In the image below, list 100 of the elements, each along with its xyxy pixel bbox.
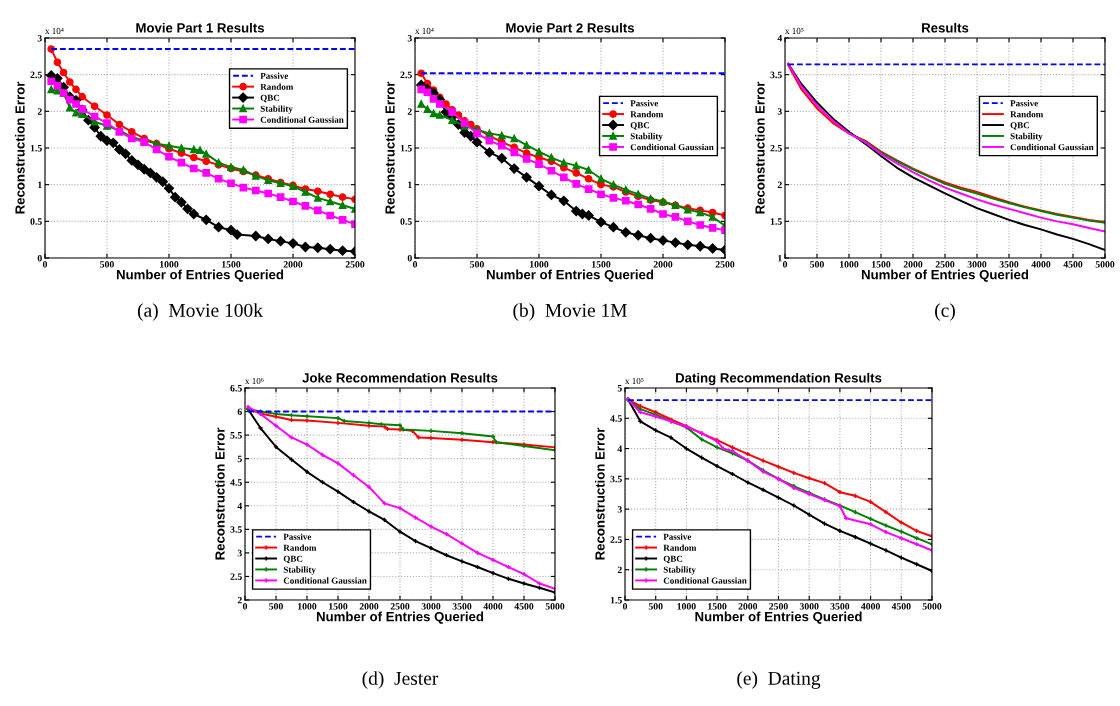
x-axis-title: Number of Entries Queried bbox=[116, 269, 284, 282]
x-tick-label: 3000 bbox=[799, 603, 819, 610]
y-tick-label: 1.5 bbox=[400, 144, 412, 152]
y-tick-label: 4.5 bbox=[230, 479, 242, 486]
x-tick-label: 3000 bbox=[967, 261, 987, 268]
x-tick-label: 500 bbox=[810, 261, 824, 268]
legend-label: Passive bbox=[283, 533, 312, 540]
x-tick-label: 4500 bbox=[514, 603, 534, 610]
x-tick-label: 0 bbox=[42, 261, 48, 268]
y-tick-label: 4 bbox=[237, 502, 243, 510]
y-tick-label: 6.5 bbox=[230, 384, 242, 392]
x-tick-label: 0 bbox=[622, 603, 628, 610]
x-tick-label: 5000 bbox=[1095, 261, 1115, 268]
legend-label: Conditional Gaussian bbox=[283, 577, 367, 584]
x-tick-label: 4500 bbox=[1063, 261, 1083, 268]
y-tick-label: 5 bbox=[617, 385, 622, 392]
legend-label: Conditional Gaussian bbox=[260, 116, 344, 123]
text: (e) Dating bbox=[737, 671, 821, 689]
x-axis-title: Number of Entries Queried bbox=[861, 269, 1029, 282]
legend-label: Random bbox=[260, 83, 294, 90]
legend-label: QBC bbox=[283, 555, 303, 564]
legend-label: Stability bbox=[630, 132, 663, 142]
y-tick-label: 4 bbox=[777, 34, 783, 42]
legend-label: Random bbox=[1010, 110, 1044, 118]
y-tick-label: 3 bbox=[407, 34, 412, 42]
y-axis-title: Reconstruction Error bbox=[594, 427, 605, 560]
y-tick-label: 1.5 bbox=[30, 144, 42, 152]
y-tick-label: 4 bbox=[617, 445, 623, 452]
y-tick-label: 2 bbox=[407, 108, 412, 115]
chart-title: Dating Recommendation Results bbox=[676, 372, 882, 386]
y-tick-label: 3 bbox=[617, 506, 622, 513]
text: x 10⁶ bbox=[245, 377, 264, 385]
x-tick-label: 0 bbox=[242, 603, 248, 610]
y-tick-label: 1 bbox=[408, 181, 412, 189]
y-axis-title: Reconstruction Error bbox=[14, 81, 25, 214]
y-tick-label: 0 bbox=[37, 254, 42, 262]
chart-title: Joke Recommendation Results bbox=[302, 372, 498, 383]
y-tick-label: 2 bbox=[777, 181, 782, 189]
x-axis-title: Number of Entries Queried bbox=[316, 611, 484, 624]
y-tick-label: 1.5 bbox=[610, 596, 622, 604]
y-tick-label: 1 bbox=[38, 181, 42, 189]
text: (d) Jester bbox=[362, 671, 439, 689]
legend-label: Random bbox=[630, 110, 664, 118]
legend-label: Random bbox=[283, 544, 317, 551]
x-axis-title: Number of Entries Queried bbox=[695, 611, 862, 624]
x-tick-label: 1000 bbox=[160, 261, 179, 268]
legend-label: Passive bbox=[260, 72, 289, 79]
x-tick-label: 2000 bbox=[359, 603, 379, 610]
legend-label: Conditional Gaussian bbox=[663, 577, 747, 584]
x-tick-label: 2500 bbox=[715, 261, 735, 268]
x-tick-label: 1000 bbox=[298, 603, 317, 610]
y-tick-label: 3 bbox=[777, 108, 782, 115]
chart-title: Movie Part 1 Results bbox=[136, 22, 264, 33]
x-tick-label: 0 bbox=[782, 261, 788, 268]
legend-label: Stability bbox=[260, 105, 293, 114]
legend-label: Passive bbox=[663, 533, 692, 540]
x-tick-label: 4000 bbox=[1031, 261, 1051, 268]
x-tick-label: 4500 bbox=[891, 603, 911, 610]
y-tick-label: 6 bbox=[237, 408, 242, 416]
x-tick-label: 3000 bbox=[421, 603, 441, 610]
y-tick-label: 0.5 bbox=[30, 218, 42, 225]
legend-label: QBC bbox=[663, 555, 683, 564]
y-tick-label: 2.5 bbox=[770, 144, 782, 152]
text: x 10⁵ bbox=[785, 27, 804, 34]
y-tick-label: 5 bbox=[237, 455, 242, 463]
legend-label: QBC bbox=[260, 94, 280, 103]
chart-title: Movie Part 2 Results bbox=[506, 22, 634, 33]
x-tick-label: 3500 bbox=[999, 261, 1019, 268]
y-axis-title: Reconstruction Error bbox=[214, 427, 225, 560]
y-tick-label: 5.5 bbox=[230, 432, 242, 439]
x-tick-label: 5000 bbox=[545, 603, 565, 610]
y-tick-label: 2.5 bbox=[30, 71, 42, 79]
y-tick-label: 1.5 bbox=[770, 218, 782, 225]
text: x 10⁵ bbox=[625, 377, 644, 385]
legend-label: Stability bbox=[1010, 132, 1043, 142]
y-tick-label: 0.5 bbox=[400, 218, 412, 225]
x-tick-label: 2500 bbox=[769, 603, 788, 610]
x-tick-label: 1000 bbox=[677, 603, 696, 610]
x-tick-label: 0 bbox=[412, 261, 418, 268]
y-tick-label: 3.5 bbox=[770, 71, 782, 79]
text: (b) Movie 1M bbox=[513, 303, 627, 321]
x-tick-label: 5000 bbox=[922, 603, 942, 610]
y-tick-label: 3 bbox=[237, 549, 242, 557]
y-tick-label: 0 bbox=[407, 254, 412, 262]
x-tick-label: 1000 bbox=[840, 261, 859, 268]
x-tick-label: 1500 bbox=[222, 261, 241, 268]
legend-label: Passive bbox=[630, 100, 659, 107]
x-tick-label: 2500 bbox=[935, 261, 955, 268]
y-tick-label: 1 bbox=[778, 254, 782, 262]
y-tick-label: 2.5 bbox=[230, 573, 242, 580]
x-tick-label: 2000 bbox=[653, 261, 673, 268]
text: x 10⁴ bbox=[415, 27, 434, 34]
x-tick-label: 4000 bbox=[483, 603, 503, 610]
text: (a) Movie 100k bbox=[137, 303, 263, 321]
x-tick-label: 1500 bbox=[872, 261, 891, 268]
x-tick-label: 500 bbox=[269, 603, 283, 610]
x-tick-label: 500 bbox=[100, 261, 114, 268]
x-tick-label: 4000 bbox=[861, 603, 880, 610]
x-tick-label: 2000 bbox=[903, 261, 923, 268]
y-axis-title: Reconstruction Error bbox=[754, 81, 765, 214]
